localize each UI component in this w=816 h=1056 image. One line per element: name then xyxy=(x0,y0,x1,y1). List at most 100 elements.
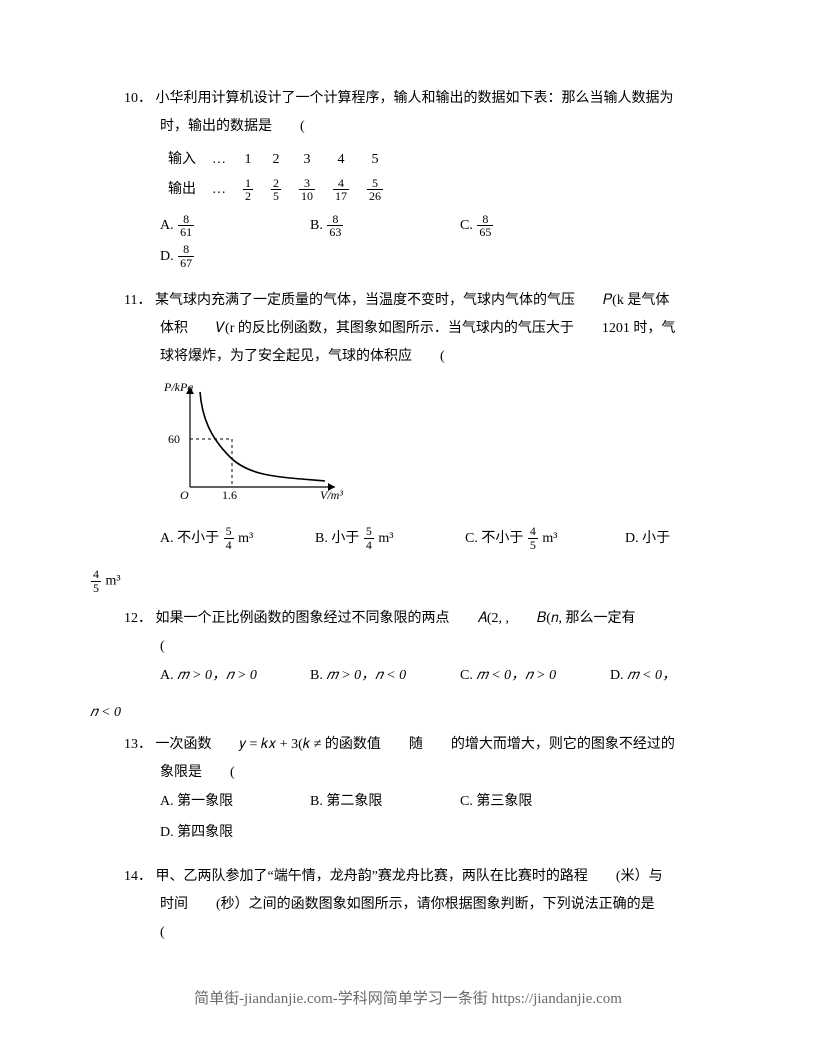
input-cell: 1 xyxy=(234,145,262,175)
page-footer: 简单街-jiandanjie.com-学科网简单学习一条街 https://ji… xyxy=(0,987,816,1008)
question-12: 12． 如果一个正比例函数的图象经过不同象限的两点 𝐴(2, , 𝐵(𝑛, 那么… xyxy=(90,605,726,692)
option-text: 小于 xyxy=(642,531,670,546)
table-row-output: 输出 … 12 25 310 417 526 xyxy=(160,175,392,205)
y-axis-label: P/kPa xyxy=(163,380,193,394)
q10-io-table: 输入 … 1 2 3 4 5 输出 … 12 25 310 417 526 xyxy=(160,145,392,205)
q10-options: A. 861 B. 863 C. 865 D. 867 xyxy=(90,211,726,273)
q12-number: 12． xyxy=(124,611,152,626)
option-text: 𝑚 < 0， xyxy=(627,668,676,683)
q12-option-a: A. 𝑚 > 0，𝑛 > 0 xyxy=(160,661,310,692)
option-label: B. xyxy=(310,794,323,809)
question-10: 10． 小华利用计算机设计了一个计算程序，输人和输出的数据如下表：那么当输人数据… xyxy=(90,85,726,273)
page: 10． 小华利用计算机设计了一个计算程序，输人和输出的数据如下表：那么当输人数据… xyxy=(0,0,816,1056)
option-label: D. xyxy=(160,825,174,840)
q11-option-d-tail: 45 m³ xyxy=(90,568,726,594)
option-label: A. xyxy=(160,794,174,809)
q10-option-c: C. 865 xyxy=(460,211,610,242)
q11-options: A. 不小于 54 m³ B. 小于 54 m³ C. 不小于 45 m³ D.… xyxy=(90,524,726,555)
option-label: C. xyxy=(460,218,473,233)
q14-number: 14． xyxy=(124,869,152,884)
q14-text-line1: 甲、乙两队参加了“端午情，龙舟韵”赛龙舟比赛，两队在比赛时的路程 (米）与 xyxy=(156,869,663,884)
q13-option-b: B. 第二象限 xyxy=(310,787,460,818)
option-unit: m³ xyxy=(539,531,558,546)
option-unit: m³ xyxy=(375,531,394,546)
q10-text-line1: 小华利用计算机设计了一个计算程序，输人和输出的数据如下表：那么当输人数据为 xyxy=(156,91,674,106)
option-label: D. xyxy=(160,249,174,264)
option-unit: m³ xyxy=(235,531,254,546)
output-cell: 310 xyxy=(290,175,324,205)
q13-option-a: A. 第一象限 xyxy=(160,787,310,818)
q13-option-c: C. 第三象限 xyxy=(460,787,610,818)
option-text: 第四象限 xyxy=(177,825,233,840)
q13-options: A. 第一象限 B. 第二象限 C. 第三象限 D. 第四象限 xyxy=(90,787,726,849)
option-label: D. xyxy=(625,531,639,546)
option-label: B. xyxy=(315,531,328,546)
table-dots: … xyxy=(204,175,234,205)
q12-options: A. 𝑚 > 0，𝑛 > 0 B. 𝑚 > 0，𝑛 < 0 C. 𝑚 < 0，𝑛… xyxy=(90,661,726,692)
option-label: A. xyxy=(160,531,174,546)
option-label: B. xyxy=(310,668,323,683)
q12-text-line1: 如果一个正比例函数的图象经过不同象限的两点 𝐴(2, , 𝐵(𝑛, 那么一定有 xyxy=(156,611,636,626)
table-dots: … xyxy=(204,145,234,175)
q11-chart: P/kPa 60 O 1.6 V/m³ xyxy=(160,377,726,518)
option-text: 第三象限 xyxy=(476,794,532,809)
input-cell: 2 xyxy=(262,145,290,175)
q13-option-d: D. 第四象限 xyxy=(160,818,310,849)
option-label: C. xyxy=(460,794,473,809)
input-cell: 4 xyxy=(324,145,358,175)
option-text: 第一象限 xyxy=(177,794,233,809)
question-14: 14． 甲、乙两队参加了“端午情，龙舟韵”赛龙舟比赛，两队在比赛时的路程 (米）… xyxy=(90,863,726,947)
q12-text-line2: ( xyxy=(90,633,726,661)
q10-option-d: D. 867 xyxy=(160,242,310,273)
output-cell: 25 xyxy=(262,175,290,205)
q11-text-line3: 球将爆炸，为了安全起见，气球的体积应 ( xyxy=(90,343,726,371)
y-tick-label: 60 xyxy=(168,432,180,446)
option-text: 不小于 xyxy=(481,531,527,546)
q10-option-b: B. 863 xyxy=(310,211,460,242)
question-11: 11． 某气球内充满了一定质量的气体，当温度不变时，气球内气体的气压 𝑃(k 是… xyxy=(90,287,726,555)
output-cell: 12 xyxy=(234,175,262,205)
q11-option-d: D. 小于 xyxy=(625,524,715,555)
option-text: 𝑚 < 0，𝑛 > 0 xyxy=(476,668,556,683)
option-label: A. xyxy=(160,668,174,683)
q11-text-line2: 体积 𝑉(r 的反比例函数，其图象如图所示．当气球内的气压大于 1201 时，气 xyxy=(90,315,726,343)
q12-option-c: C. 𝑚 < 0，𝑛 > 0 xyxy=(460,661,610,692)
q13-number: 13． xyxy=(124,737,152,752)
option-label: C. xyxy=(460,668,473,683)
q14-text-line3: ( xyxy=(90,919,726,947)
option-label: C. xyxy=(465,531,478,546)
option-text: 𝑚 > 0，𝑛 < 0 xyxy=(326,668,406,683)
q10-option-a: A. 861 xyxy=(160,211,310,242)
question-13: 13． 一次函数 𝑦 = 𝑘𝑥 + 3(𝑘 ≠ 的函数值 随 的增大而增大，则它… xyxy=(90,731,726,849)
option-text: 不小于 xyxy=(177,531,223,546)
x-tick-label: 1.6 xyxy=(222,488,237,502)
input-cell: 3 xyxy=(290,145,324,175)
q11-option-c: C. 不小于 45 m³ xyxy=(465,524,625,555)
q13-text-line1: 一次函数 𝑦 = 𝑘𝑥 + 3(𝑘 ≠ 的函数值 随 的增大而增大，则它的图象不… xyxy=(156,737,675,752)
option-label: D. xyxy=(610,668,624,683)
output-cell: 417 xyxy=(324,175,358,205)
option-label: A. xyxy=(160,218,174,233)
chart-curve xyxy=(200,392,325,481)
input-label: 输入 xyxy=(160,145,204,175)
table-row-input: 输入 … 1 2 3 4 5 xyxy=(160,145,392,175)
input-cell: 5 xyxy=(358,145,392,175)
q12-option-d-tail: 𝑛 < 0 xyxy=(90,705,726,721)
q11-text-line1: 某气球内充满了一定质量的气体，当温度不变时，气球内气体的气压 𝑃(k 是气体 xyxy=(155,293,669,308)
output-label: 输出 xyxy=(160,175,204,205)
x-axis-label: V/m³ xyxy=(320,488,343,502)
q10-text-line2: 时，输出的数据是 ( xyxy=(90,113,726,141)
q14-text-line2: 时间 (秒）之间的函数图象如图所示，请你根据图象判断，下列说法正确的是 xyxy=(90,891,726,919)
q11-number: 11． xyxy=(124,293,151,308)
output-cell: 526 xyxy=(358,175,392,205)
q11-option-b: B. 小于 54 m³ xyxy=(315,524,465,555)
q12-option-d: D. 𝑚 < 0， xyxy=(610,661,710,692)
option-text: 𝑚 > 0，𝑛 > 0 xyxy=(177,668,257,683)
pressure-volume-chart: P/kPa 60 O 1.6 V/m³ xyxy=(160,377,360,507)
q13-text-line2: 象限是 ( xyxy=(90,759,726,787)
q10-number: 10． xyxy=(124,91,152,106)
option-label: B. xyxy=(310,218,323,233)
option-text: 小于 xyxy=(331,531,363,546)
q11-option-a: A. 不小于 54 m³ xyxy=(160,524,315,555)
option-unit: m³ xyxy=(102,574,121,589)
